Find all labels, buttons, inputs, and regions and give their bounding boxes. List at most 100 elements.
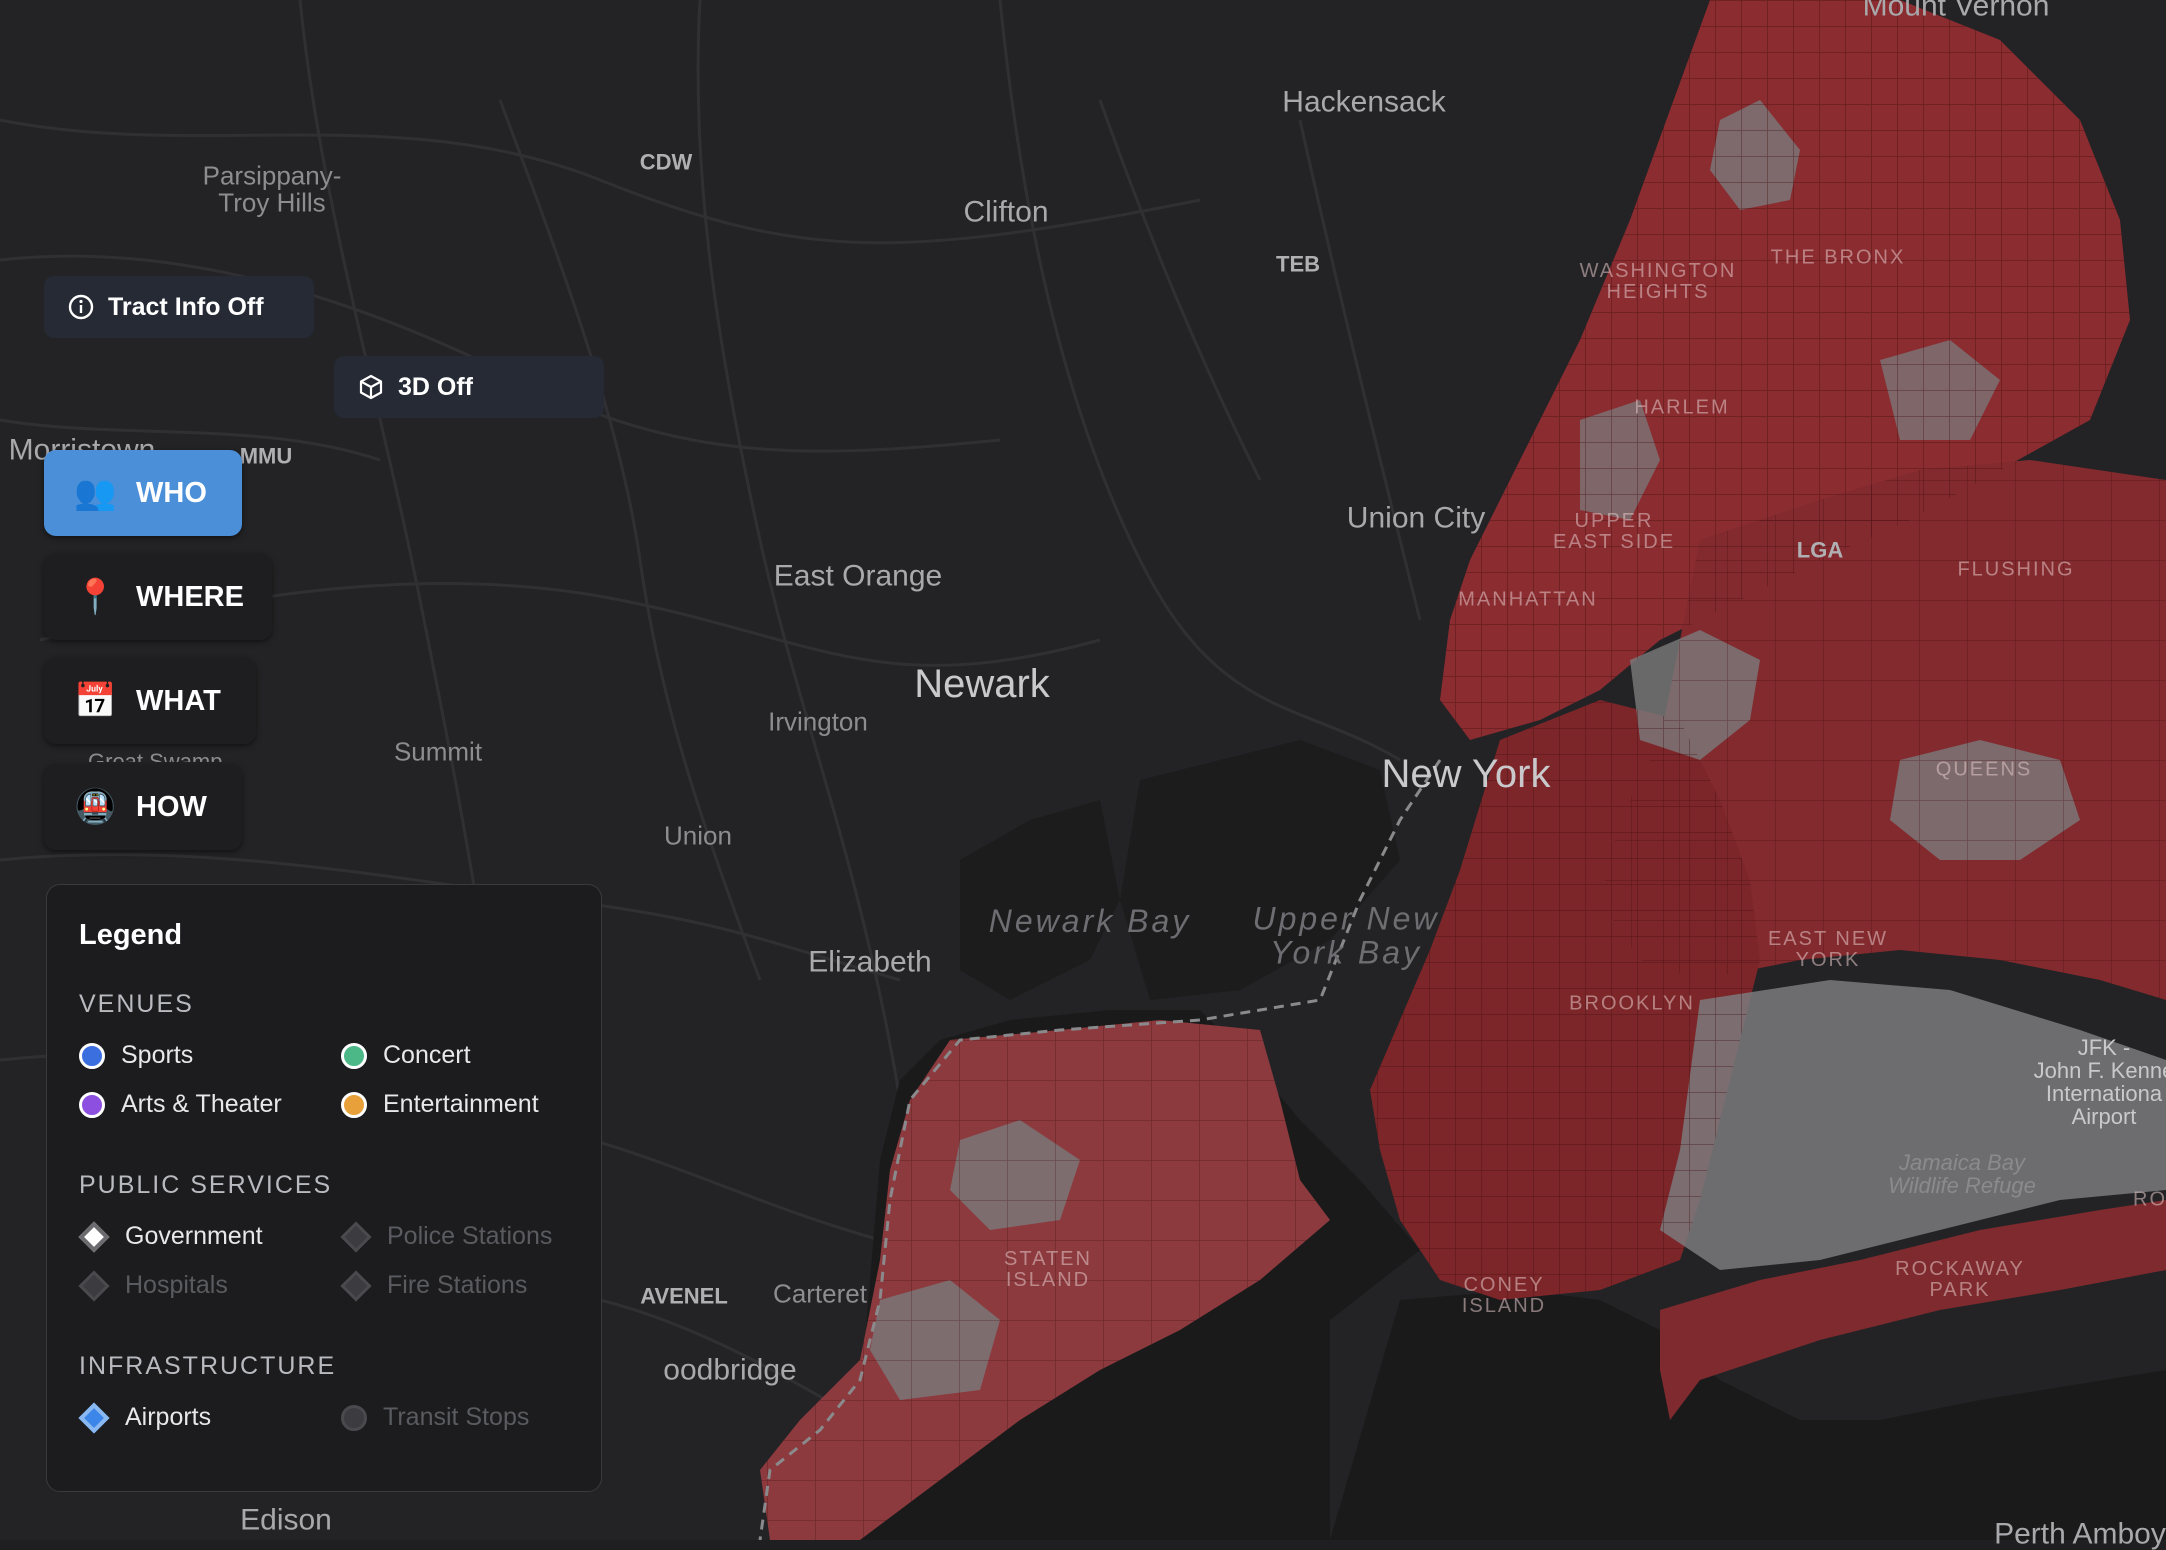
how-label: HOW bbox=[136, 790, 207, 823]
map-label: CDW bbox=[639, 149, 693, 175]
entertainment-dot-icon bbox=[341, 1091, 367, 1118]
road bbox=[1298, 119, 1422, 621]
transit-dot-icon bbox=[341, 1404, 367, 1431]
map-label: Perth Amboy bbox=[1994, 1517, 2166, 1550]
concert-label: Concert bbox=[383, 1041, 471, 1069]
pin-icon: 📍 bbox=[74, 578, 117, 616]
map-label: Edison bbox=[240, 1503, 332, 1537]
entertainment-label: Entertainment bbox=[383, 1090, 539, 1118]
transit-label: Transit Stops bbox=[383, 1403, 530, 1431]
map-label: Parsippany- Troy Hills bbox=[202, 160, 342, 218]
train-icon: 🚇 bbox=[74, 788, 117, 826]
fire-diamond-icon bbox=[340, 1269, 372, 1302]
state-boundary bbox=[758, 759, 1442, 1540]
map-label: LGA bbox=[1796, 537, 1844, 563]
calendar-icon: 📅 bbox=[74, 682, 117, 720]
what-label: WHAT bbox=[136, 684, 221, 717]
3d-toggle[interactable]: 3D Off bbox=[334, 356, 604, 418]
map-label: RO bbox=[2133, 1188, 2166, 1211]
map-label: JFK - John F. Kenne Internationa Airport bbox=[2033, 1034, 2166, 1130]
arts-dot-icon bbox=[79, 1091, 105, 1118]
road bbox=[998, 0, 1401, 762]
legend-transit-stops[interactable]: Transit Stops bbox=[341, 1403, 603, 1432]
map-label: QUEENS bbox=[1935, 758, 2033, 781]
choropleth-rockaway bbox=[1660, 1200, 2166, 1420]
map-label: Carteret bbox=[773, 1278, 867, 1309]
infrastructure-group: Airports Transit Stops bbox=[78, 1401, 569, 1434]
map-label: EAST NEW YORK bbox=[1767, 928, 1889, 971]
arts-label: Arts & Theater bbox=[121, 1090, 282, 1118]
water-body bbox=[1330, 1290, 2166, 1540]
police-label: Police Stations bbox=[387, 1222, 553, 1250]
map-label: Union bbox=[664, 820, 732, 851]
people-icon: 👥 bbox=[74, 474, 117, 512]
tract-grid bbox=[1600, 460, 2166, 1000]
who-label: WHO bbox=[136, 476, 207, 509]
road bbox=[0, 418, 381, 462]
map-label: FLUSHING bbox=[1957, 558, 2075, 581]
road bbox=[498, 99, 762, 981]
legend-hospitals[interactable]: Hospitals bbox=[78, 1269, 341, 1302]
legend-sports[interactable]: Sports bbox=[79, 1041, 341, 1070]
legend-fire-stations[interactable]: Fire Stations bbox=[340, 1269, 603, 1302]
legend-concert[interactable]: Concert bbox=[341, 1041, 603, 1070]
where-label: WHERE bbox=[136, 580, 244, 613]
map-label: TEB bbox=[1276, 251, 1320, 277]
concert-dot-icon bbox=[341, 1042, 367, 1069]
infrastructure-heading: INFRASTRUCTURE bbox=[79, 1352, 337, 1380]
sports-label: Sports bbox=[121, 1041, 194, 1069]
legend-entertainment[interactable]: Entertainment bbox=[341, 1090, 603, 1119]
government-label: Government bbox=[125, 1222, 263, 1250]
water-body bbox=[1120, 740, 1400, 1000]
legend-police-stations[interactable]: Police Stations bbox=[340, 1220, 603, 1253]
tract-info-toggle[interactable]: Tract Info Off bbox=[44, 276, 314, 338]
public-services-heading: PUBLIC SERVICES bbox=[79, 1171, 333, 1199]
public-services-group: Government Police Stations Hospitals Fir… bbox=[78, 1220, 569, 1302]
how-button[interactable]: 🚇 HOW bbox=[44, 764, 242, 850]
legend-arts-theater[interactable]: Arts & Theater bbox=[79, 1090, 341, 1119]
map-label: Union City bbox=[1346, 501, 1486, 535]
sports-dot-icon bbox=[79, 1042, 105, 1069]
map-label: THE BRONX bbox=[1770, 246, 1906, 269]
map-label: East Orange bbox=[773, 559, 943, 593]
map-label: ROCKAWAY PARK bbox=[1895, 1258, 2025, 1301]
legend-airports[interactable]: Airports bbox=[78, 1401, 341, 1434]
fire-label: Fire Stations bbox=[387, 1271, 528, 1299]
airports-label: Airports bbox=[125, 1403, 212, 1431]
police-diamond-icon bbox=[340, 1220, 372, 1253]
map-label: STATEN ISLAND bbox=[1004, 1248, 1092, 1291]
water-body bbox=[960, 800, 1120, 1000]
road bbox=[696, 0, 902, 1101]
map-label: Irvington bbox=[768, 706, 868, 737]
tract-grid bbox=[1440, 0, 2130, 740]
cube-icon bbox=[359, 374, 383, 400]
legend-government[interactable]: Government bbox=[78, 1220, 341, 1253]
map-label: UPPER EAST SIDE bbox=[1552, 510, 1676, 553]
hospital-diamond-icon bbox=[78, 1269, 110, 1302]
who-button[interactable]: 👥 WHO bbox=[44, 450, 242, 536]
map-label: WASHINGTON HEIGHTS bbox=[1579, 260, 1737, 303]
map-label: CONEY ISLAND bbox=[1461, 1274, 1547, 1317]
map-label: Mount Vernon bbox=[1862, 0, 2050, 23]
map-label: Elizabeth bbox=[808, 945, 932, 979]
where-button[interactable]: 📍 WHERE bbox=[44, 554, 272, 640]
what-button[interactable]: 📅 WHAT bbox=[44, 658, 256, 744]
venues-heading: VENUES bbox=[79, 990, 194, 1018]
map-label: MANHATTAN bbox=[1458, 588, 1598, 611]
airport-diamond-icon bbox=[78, 1401, 110, 1434]
map-label: BROOKLYN bbox=[1569, 992, 1695, 1015]
map-label: New York bbox=[1381, 752, 1551, 796]
tract-grid bbox=[760, 1020, 1330, 1540]
map-label: MMU bbox=[239, 443, 293, 469]
map-label-partial: Great Swamp bbox=[88, 752, 223, 762]
choropleth-low bbox=[1660, 980, 2166, 1270]
venues-group: Sports Concert Arts & Theater Entertainm… bbox=[79, 1041, 569, 1119]
road bbox=[1098, 99, 1262, 481]
map-label: Newark bbox=[914, 662, 1050, 706]
hospitals-label: Hospitals bbox=[125, 1271, 228, 1299]
map-label: Summit bbox=[393, 736, 483, 767]
tract-info-label: Tract Info Off bbox=[108, 292, 264, 321]
map-label: HARLEM bbox=[1634, 396, 1730, 419]
map-label: Upper New York Bay bbox=[1252, 900, 1440, 970]
3d-toggle-label: 3D Off bbox=[398, 372, 473, 401]
